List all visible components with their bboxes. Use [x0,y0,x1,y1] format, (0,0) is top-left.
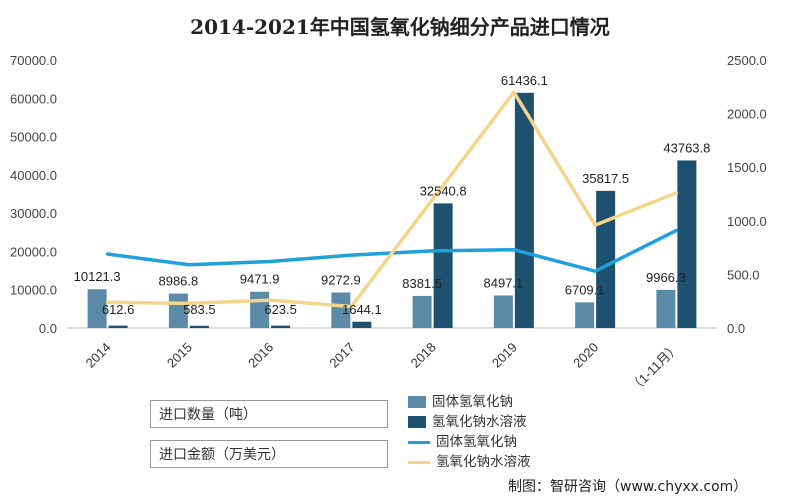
bar-solid [656,289,676,328]
legend-item-bar2: 氢氧化钠水溶液 [408,412,531,432]
bar-solid [87,289,107,328]
line-solution [105,90,679,309]
data-label-solution: 612.6 [102,302,135,317]
right-tick-label: 1000.0 [727,214,767,229]
data-label-solid: 9966.3 [646,270,686,285]
legend-swatch-line1 [408,440,430,444]
quantity-axis-label: 进口数量（吨） [150,400,388,428]
left-tick-label: 20000.0 [10,244,57,259]
bar-solid [575,302,595,328]
legend-label-bar1: 固体氢氧化钠 [432,394,513,410]
data-label-solid: 10121.3 [74,269,121,284]
right-tick-label: 500.0 [727,267,760,282]
data-labels: 10121.3 612.6 8986.8 583.5 9471.9 623.5 9272.9… [74,73,711,317]
data-label-solution: 35817.5 [582,171,629,186]
right-tick-label: 2500.0 [727,53,767,68]
right-axis: 0.0 500.0 1000.0 1500.0 2000.0 2500.0 [727,53,767,336]
amount-axis-label: 进口金额（万美元） [150,440,388,468]
data-label-solid: 6709.1 [565,282,605,297]
left-tick-label: 30000.0 [10,206,57,221]
x-tick-label: 2017 [326,340,357,371]
left-tick-label: 60000.0 [10,91,57,106]
bar-solution [514,92,534,328]
bar-solution [677,160,697,328]
right-tick-label: 0.0 [727,321,745,336]
data-label-solid: 8497.1 [483,275,523,290]
legend: 固体氢氧化钠 氢氧化钠水溶液 固体氢氧化钠 氢氧化钠水溶液 [408,392,531,472]
data-label-solution: 32540.8 [420,183,467,198]
left-tick-label: 70000.0 [10,53,57,68]
bar-solid [412,295,432,328]
data-label-solid: 9471.9 [240,272,280,287]
data-label-solution: 583.5 [183,302,216,317]
bar-solution [271,325,291,328]
data-label-solution: 623.5 [264,302,297,317]
legend-item-line1: 固体氢氧化钠 [408,432,531,452]
bar-solution [352,321,372,328]
bar-solution [108,325,128,328]
legend-swatch-bar2 [408,416,426,428]
legend-label-bar2: 氢氧化钠水溶液 [432,414,527,430]
data-label-solid: 8381.5 [402,276,442,291]
data-label-solution: 43763.8 [663,140,710,155]
right-tick-label: 1500.0 [727,160,767,175]
bar-solid [331,292,351,328]
data-label-solution: 61436.1 [501,73,548,88]
legend-item-line2: 氢氧化钠水溶液 [408,452,531,472]
x-tick-label: 2020 [570,340,601,371]
x-tick-label: 2018 [408,340,439,371]
data-label-solid: 9272.9 [321,272,361,287]
x-tick-label: 2015 [164,340,195,371]
x-tick-label: 2019 [489,340,520,371]
x-tick-label: （1-11月） [627,340,683,396]
bar-solution [433,203,453,328]
bar-solid [493,295,513,328]
bar-solution [596,190,616,328]
data-label-solid: 8986.8 [158,274,198,289]
x-tick-label: 2014 [83,340,114,371]
legend-swatch-bar1 [408,396,426,408]
bar-series [87,92,697,328]
left-tick-label: 50000.0 [10,130,57,145]
source-credit: 制图：智研咨询（www.chyxx.com） [508,479,748,495]
x-axis: 2014 2015 2016 2017 2018 2019 2020 （1-11月） [83,340,683,396]
line-series [105,90,679,309]
legend-swatch-line2 [408,460,430,464]
right-tick-label: 2000.0 [727,107,767,122]
chart-title: 2014-2021年中国氢氧化钠细分产品进口情况 [190,15,610,39]
legend-label-line1: 固体氢氧化钠 [436,434,517,450]
data-label-solution: 1644.1 [342,302,382,317]
legend-label-line2: 氢氧化钠水溶液 [436,454,531,470]
bar-solution [189,325,209,328]
left-tick-label: 10000.0 [10,283,57,298]
left-tick-label: 0.0 [39,321,57,336]
legend-item-bar1: 固体氢氧化钠 [408,392,531,412]
x-tick-label: 2016 [245,340,276,371]
left-axis: 0.0 10000.0 20000.0 30000.0 40000.0 50000.0 60… [10,53,57,336]
left-tick-label: 40000.0 [10,168,57,183]
